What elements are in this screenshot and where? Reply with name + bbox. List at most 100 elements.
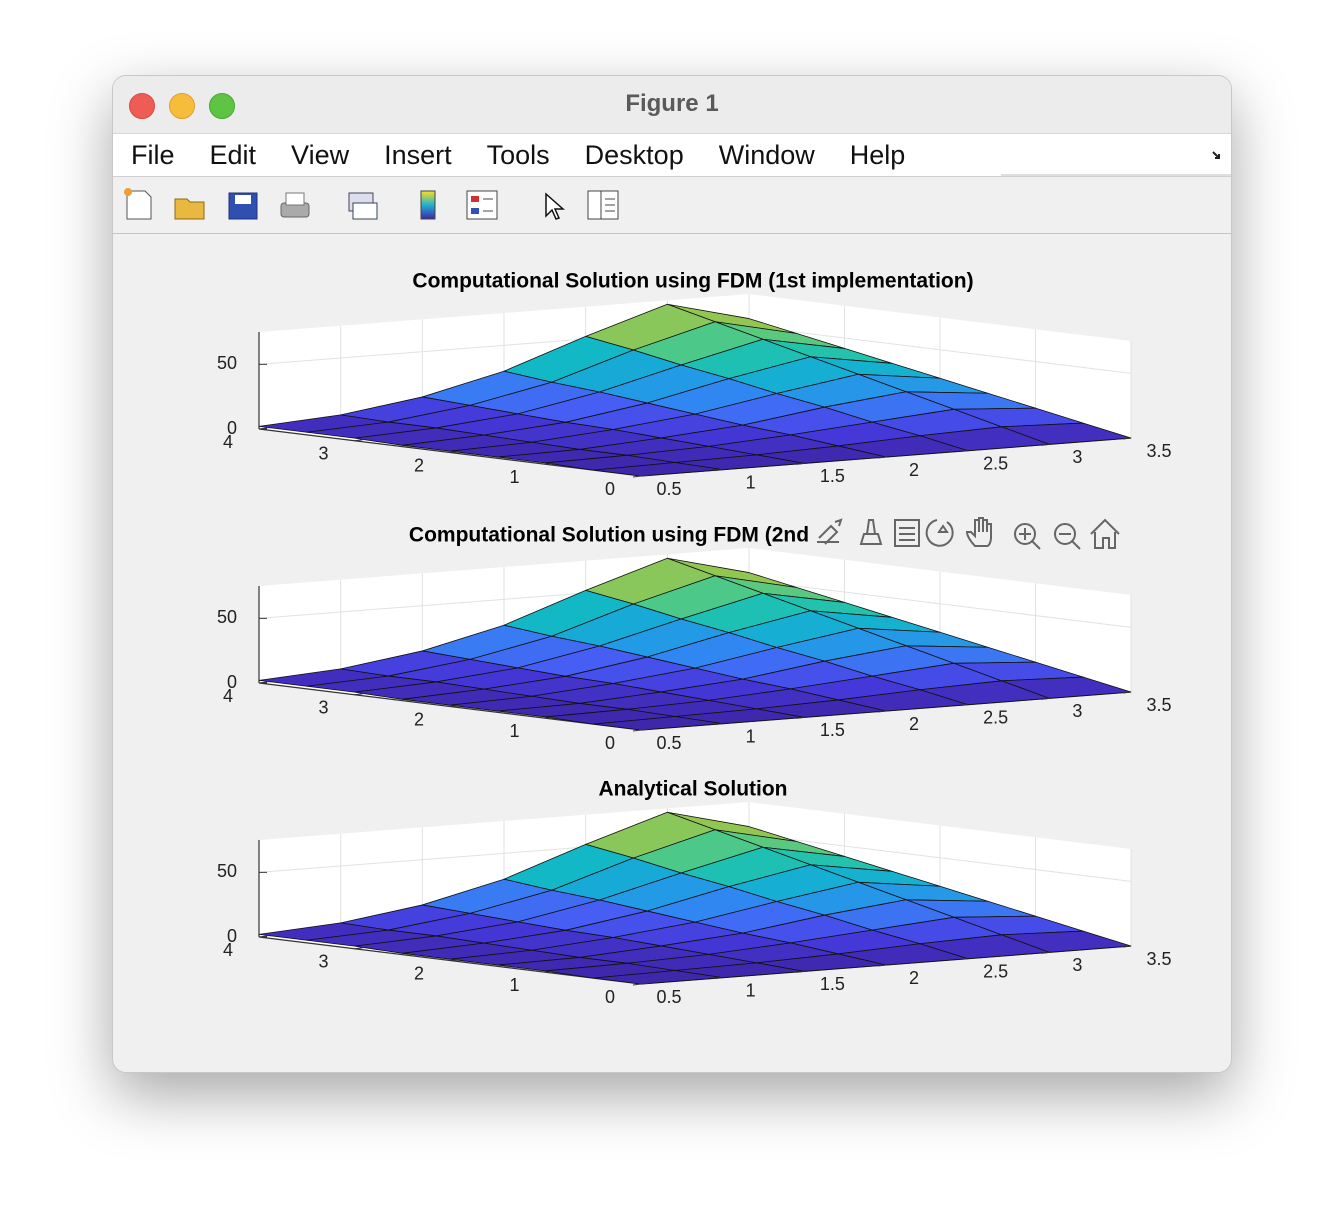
zoom-out-icon[interactable] (1053, 523, 1081, 550)
home-icon[interactable] (1090, 518, 1120, 549)
x-tick-label: 2 (909, 460, 919, 480)
menu-item[interactable]: Insert (384, 139, 452, 170)
grid-line (748, 325, 1132, 374)
x-tick-mark (877, 710, 887, 713)
plot-title: Computational Solution using FDM (1st im… (412, 270, 973, 293)
axes-toolbar (809, 512, 1129, 554)
toolbar-icons (124, 188, 619, 220)
window-title: Figure 1 (625, 90, 719, 117)
x-tick-mark (796, 462, 805, 465)
y-tick-label: 0 (605, 733, 615, 753)
print-button[interactable] (280, 192, 310, 218)
toolbar (113, 177, 1231, 234)
x-tick-label: 3.5 (1146, 441, 1171, 461)
z-tick-label: 0 (227, 672, 237, 692)
x-tick-label: 3.5 (1146, 695, 1171, 715)
rotate-icon[interactable] (925, 519, 954, 547)
z-tick-label: 50 (217, 607, 237, 627)
x-tick-mark (1122, 691, 1132, 694)
x-tick-label: 3 (1072, 701, 1082, 721)
x-tick-label: 1.5 (820, 974, 845, 994)
x-tick-label: 1.5 (820, 466, 845, 486)
menu-item[interactable]: Help (849, 139, 906, 170)
y-tick-mark (449, 705, 459, 707)
menu-item[interactable]: Desktop (584, 139, 684, 170)
figure-window: Figure 1 File Edit View Insert Tools Des… (112, 75, 1232, 1073)
link-button[interactable] (348, 192, 378, 220)
y-tick-label: 4 (223, 940, 233, 960)
x-tick-label: 1 (746, 726, 756, 746)
export-icon[interactable] (817, 518, 843, 545)
surface-patch (592, 716, 724, 731)
x-tick-label: 2.5 (983, 707, 1008, 727)
x-tick-mark (796, 970, 805, 973)
y-tick-label: 0 (605, 987, 615, 1007)
y-tick-mark (545, 970, 554, 973)
brush-icon[interactable] (859, 519, 883, 545)
legend-button[interactable] (466, 190, 498, 220)
y-tick-mark (640, 728, 650, 731)
x-tick-mark (714, 977, 723, 980)
zoom-button[interactable] (209, 93, 235, 119)
x-tick-label: 2 (909, 714, 919, 734)
x-tick-label: 1 (746, 980, 756, 1000)
x-tick-label: 1.5 (820, 720, 845, 740)
y-tick-label: 2 (414, 709, 424, 729)
save-button[interactable] (228, 192, 258, 220)
pan-icon[interactable] (965, 517, 992, 547)
open-button[interactable] (174, 198, 205, 220)
x-tick-mark (1041, 951, 1050, 954)
x-tick-mark (877, 456, 887, 459)
x-tick-mark (796, 716, 805, 719)
menu-item[interactable]: View (291, 139, 350, 170)
x-tick-label: 0.5 (656, 733, 681, 753)
z-tick-label: 0 (227, 926, 237, 946)
x-tick-mark (1122, 437, 1132, 440)
x-tick-mark (959, 450, 968, 453)
datatip-icon[interactable] (894, 519, 920, 547)
menu-item[interactable]: File (131, 139, 175, 170)
x-tick-label: 0.5 (656, 987, 681, 1007)
y-tick-mark (354, 947, 363, 950)
property-inspector-button[interactable] (587, 190, 619, 220)
x-tick-mark (1122, 945, 1132, 948)
surface-patch (592, 970, 724, 985)
x-tick-label: 3 (1072, 955, 1082, 975)
x-tick-mark (632, 729, 642, 732)
menu-item[interactable]: Window (718, 139, 815, 170)
close-button[interactable] (129, 93, 155, 119)
z-tick-label: 50 (217, 353, 237, 373)
new-figure-button[interactable] (124, 188, 152, 220)
x-tick-label: 2.5 (983, 453, 1008, 473)
edit-plot-button[interactable] (545, 192, 565, 220)
y-tick-label: 0 (605, 479, 615, 499)
x-tick-mark (632, 983, 642, 986)
x-tick-mark (959, 704, 968, 707)
menu-end (1001, 151, 1231, 176)
colorbar-button[interactable] (420, 190, 436, 220)
y-tick-label: 3 (318, 444, 328, 464)
x-tick-label: 3 (1072, 447, 1082, 467)
grid-line (748, 579, 1132, 628)
y-tick-label: 3 (318, 698, 328, 718)
x-tick-mark (632, 475, 642, 478)
x-tick-label: 2.5 (983, 961, 1008, 981)
x-tick-label: 2 (909, 968, 919, 988)
zoom-in-icon[interactable] (1013, 523, 1041, 550)
y-tick-label: 3 (318, 952, 328, 972)
menu-bar: File Edit View Insert Tools Desktop Wind… (113, 134, 1231, 177)
x-tick-label: 0.5 (656, 479, 681, 499)
y-tick-label: 1 (509, 975, 519, 995)
grid-line (748, 833, 1132, 882)
y-tick-label: 2 (414, 455, 424, 475)
x-tick-mark (1041, 443, 1050, 446)
minimize-button[interactable] (169, 93, 195, 119)
title-bar: Figure 1 (113, 76, 1231, 134)
surface-patch (592, 462, 724, 477)
menu-item[interactable]: Edit (209, 139, 257, 170)
y-tick-label: 4 (223, 432, 233, 452)
menu-item[interactable]: Tools (486, 139, 550, 170)
